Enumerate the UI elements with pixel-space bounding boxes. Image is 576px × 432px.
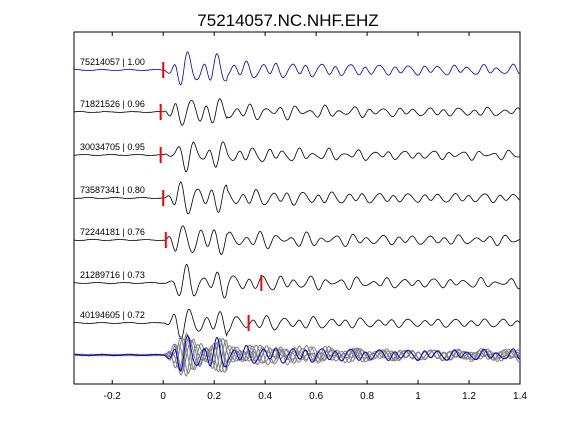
x-tick-label: 0.8 xyxy=(360,391,374,402)
trace-line xyxy=(73,141,521,173)
trace-label: 40194605 | 0.72 xyxy=(80,310,145,320)
trace-line xyxy=(73,308,521,340)
x-tick-label: 0.4 xyxy=(258,391,272,402)
x-tick-label: 0 xyxy=(160,391,166,402)
stack-reference-trace xyxy=(74,335,521,372)
trace-label: 71821526 | 0.96 xyxy=(80,99,145,109)
trace-label: 21289716 | 0.73 xyxy=(80,270,145,280)
x-axis: -0.2 0 0.2 0.4 0.6 0.8 1 1.2 1.4 xyxy=(104,32,527,402)
x-tick-label: 0.6 xyxy=(309,391,323,402)
trace-line xyxy=(73,263,521,299)
x-tick-label: 1.4 xyxy=(513,391,527,402)
x-tick-label: -0.2 xyxy=(104,391,122,402)
traces-group: 75214057 | 1.00 71821526 | 0.96 30034705 |… xyxy=(73,51,521,377)
x-tick-label: 1.2 xyxy=(462,391,476,402)
trace-label: 73587341 | 0.80 xyxy=(80,185,145,195)
chart-title: 75214057.NC.NHF.EHZ xyxy=(197,11,378,30)
plot-area xyxy=(73,31,521,385)
trace-label: 30034705 | 0.95 xyxy=(80,142,145,152)
trace-label: 72244181 | 0.76 xyxy=(80,227,145,237)
x-tick-label: 0.2 xyxy=(207,391,221,402)
trace-line xyxy=(73,225,521,256)
trace-line xyxy=(73,98,521,126)
trace-line xyxy=(73,51,521,86)
x-tick-label: 1 xyxy=(415,391,421,402)
trace-line xyxy=(74,181,521,215)
trace-label: 75214057 | 1.00 xyxy=(80,57,145,67)
